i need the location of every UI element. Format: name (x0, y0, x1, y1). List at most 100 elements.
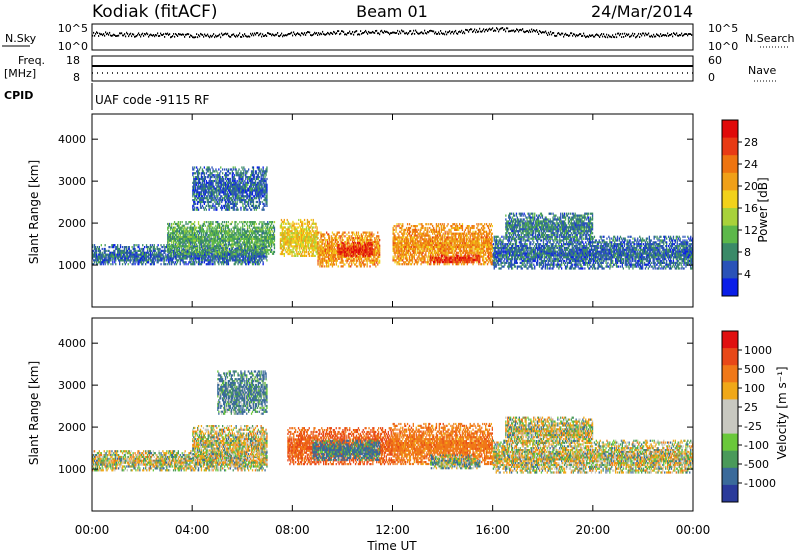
heatmap-cell (193, 183, 195, 186)
heatmap-cell (228, 230, 230, 233)
noise-point (581, 35, 583, 37)
heatmap-cell (188, 221, 190, 224)
noise-point (138, 32, 140, 35)
noise-point (205, 34, 207, 37)
heatmap-cell (158, 253, 160, 256)
heatmap-cell (131, 251, 133, 254)
heatmap-cell (129, 249, 131, 252)
heatmap-cell (238, 176, 240, 179)
heatmap-cell (193, 176, 195, 179)
heatmap-cell (229, 234, 231, 237)
noise-point (578, 34, 580, 37)
heatmap-cell (207, 241, 209, 244)
heatmap-cell (221, 191, 223, 194)
heatmap-cell (204, 177, 206, 181)
heatmap-cell (302, 234, 305, 237)
heatmap-cell (218, 226, 220, 229)
heatmap-cell (230, 243, 232, 246)
heatmap-cell (227, 241, 229, 244)
heatmap-cell (230, 228, 232, 231)
heatmap-cell (283, 247, 285, 250)
heatmap-cell (312, 247, 314, 250)
heatmap-cell (322, 250, 324, 253)
heatmap-cell (212, 168, 214, 171)
heatmap-cell (265, 185, 267, 188)
heatmap-cell (236, 228, 238, 231)
heatmap-cell (203, 253, 205, 256)
heatmap-cell (243, 241, 245, 244)
noise-point (572, 34, 574, 37)
heatmap-cell (251, 221, 253, 224)
heatmap-cell (207, 249, 209, 252)
heatmap-cell (255, 183, 257, 186)
heatmap-cell (176, 230, 178, 233)
heatmap-cell (265, 230, 267, 233)
heatmap-cell (250, 237, 253, 240)
noise-point (203, 35, 205, 38)
heatmap-cell (230, 199, 232, 202)
heatmap-cell (193, 179, 195, 183)
heatmap-cell (282, 228, 284, 231)
heatmap-cell (239, 183, 241, 186)
heatmap-cell (177, 252, 179, 255)
heatmap-cell (176, 232, 178, 235)
heatmap-cell (217, 247, 219, 250)
heatmap-cell (272, 243, 275, 246)
heatmap-cell (302, 239, 305, 242)
heatmap-cell (199, 243, 202, 246)
heatmap-cell (184, 235, 186, 239)
heatmap-cell (202, 197, 205, 200)
heatmap-cell (256, 191, 258, 194)
noise-point (137, 33, 139, 36)
heatmap-cell (199, 185, 202, 188)
heatmap-cell (238, 237, 240, 240)
heatmap-cell (200, 241, 203, 244)
noise-point (588, 36, 590, 38)
heatmap-cell (167, 243, 169, 246)
noise-point (272, 33, 274, 36)
heatmap-cell (250, 183, 253, 186)
heatmap-cell (141, 247, 143, 251)
noise-point (181, 34, 183, 36)
heatmap-cell (271, 226, 274, 229)
heatmap-cell (229, 259, 231, 262)
heatmap-cell (316, 243, 318, 246)
noise-point (603, 33, 605, 35)
noise-point (490, 28, 492, 31)
heatmap-cell (220, 199, 222, 202)
heatmap-cell (264, 185, 266, 188)
heatmap-cell (241, 235, 243, 239)
heatmap-cell (264, 199, 266, 202)
heatmap-cell (209, 255, 211, 258)
heatmap-cell (297, 254, 299, 257)
heatmap-cell (95, 253, 98, 256)
heatmap-cell (113, 255, 115, 258)
heatmap-cell (206, 226, 208, 229)
noise-point (99, 32, 101, 35)
heatmap-cell (307, 251, 309, 254)
heatmap-cell (182, 245, 184, 248)
heatmap-cell (236, 193, 238, 196)
heatmap-cell (232, 183, 234, 186)
noise-point (186, 33, 188, 36)
noise-point (241, 36, 243, 38)
heatmap-cell (262, 195, 264, 198)
heatmap-cell (184, 250, 186, 253)
heatmap-cell (262, 177, 264, 181)
heatmap-cell (196, 230, 198, 233)
heatmap-cell (222, 241, 225, 244)
heatmap-cell (186, 253, 188, 256)
heatmap-cell (176, 249, 178, 252)
heatmap-cell (197, 237, 200, 240)
heatmap-cell (245, 189, 247, 192)
noise-point (355, 30, 357, 33)
heatmap-cell (107, 255, 109, 258)
heatmap-cell (262, 226, 264, 229)
heatmap-cell (304, 247, 307, 250)
heatmap-cell (320, 248, 322, 251)
heatmap-cell (209, 247, 211, 250)
heatmap-cell (280, 237, 283, 240)
heatmap-cell (121, 255, 124, 258)
heatmap-cell (248, 176, 250, 179)
heatmap-cell (194, 243, 196, 246)
